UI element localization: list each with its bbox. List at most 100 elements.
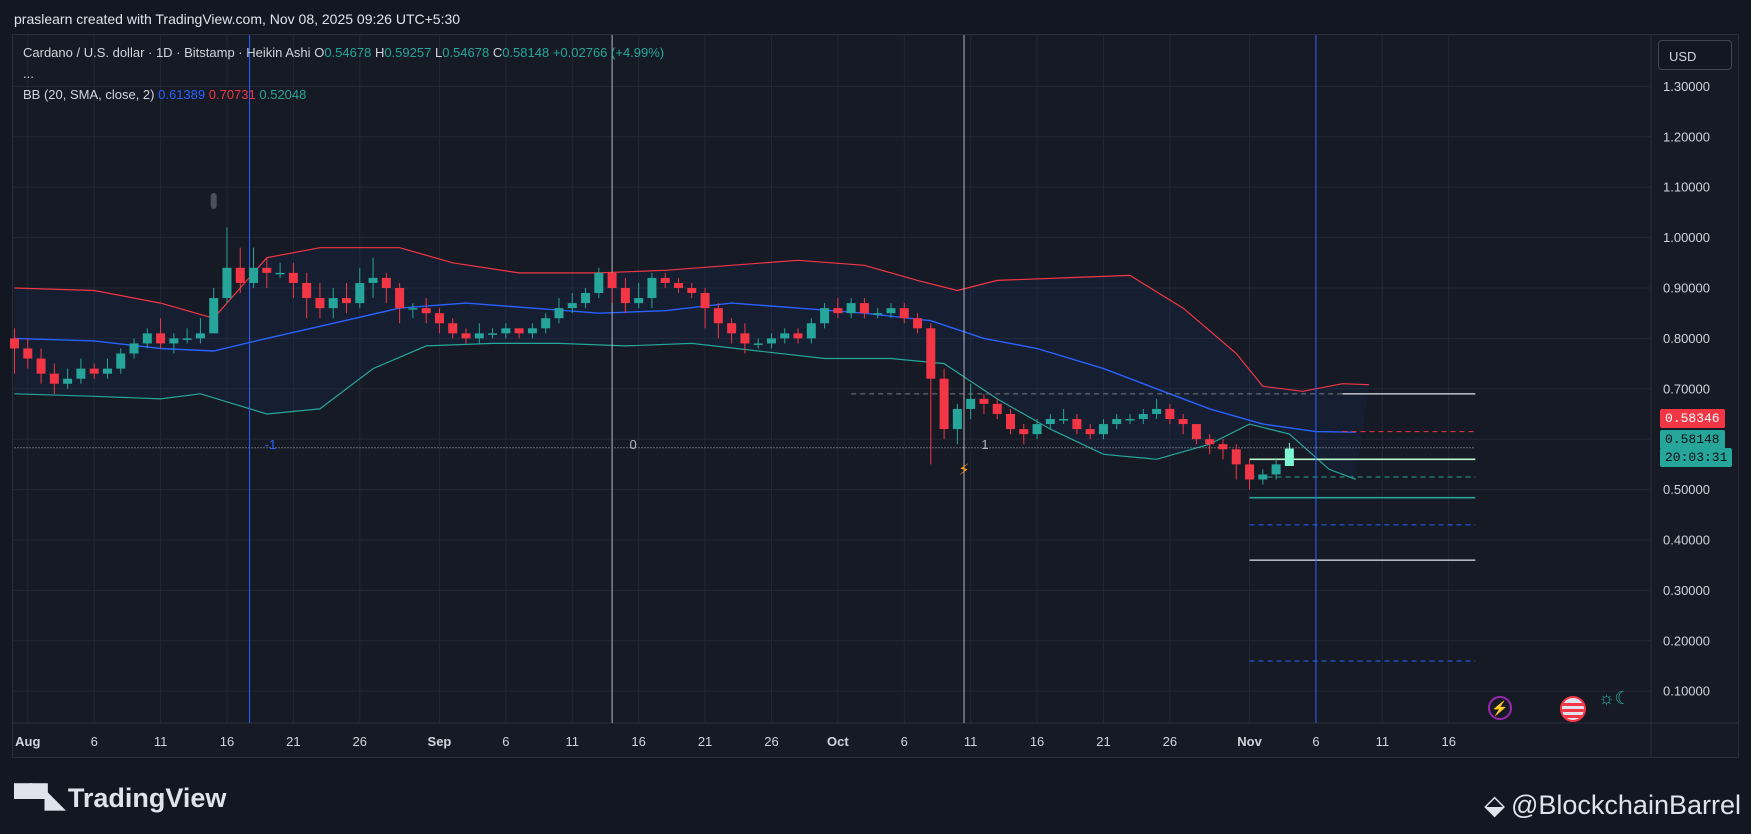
candle-body [1245,464,1255,480]
vertical-marker-label: 1 [981,437,988,452]
candle-body [952,408,962,430]
candle-body [488,333,498,335]
candle-body [634,298,644,304]
bottom-bar [0,758,1751,834]
candle-body [541,318,551,329]
candle-body [1125,419,1135,421]
candle-body [262,267,272,273]
candle-body [647,277,657,299]
candle-body [687,287,697,294]
top-caption-bar: praslearn created with TradingView.com, … [0,0,1751,34]
candle-body [766,338,776,344]
x-tick-label: 21 [286,734,300,749]
candle-body [674,282,683,288]
candle-body [979,398,989,404]
bb-legend[interactable]: BB (20, SMA, close, 2) 0.61389 0.70731 0… [23,87,306,102]
x-tick-label: 6 [1312,734,1319,749]
watermark-text: @BlockchainBarrel [1510,790,1741,820]
candle-body [1098,424,1108,435]
candle-body [275,272,285,275]
candle-body [780,333,790,339]
candle-body [249,267,259,283]
candle-body [76,368,86,379]
event-marker [210,193,217,209]
candle-body [660,277,670,283]
legend-low-label: L [434,45,443,60]
x-tick-label: 11 [1376,734,1390,749]
candle-body [63,378,73,384]
candle-body [1072,419,1082,430]
candle-body [1045,419,1055,425]
candle-body [527,328,537,334]
candle-body [395,287,405,309]
candle-body [368,277,378,283]
candle-body [49,373,59,384]
legend-more-button[interactable]: ... [23,66,34,81]
candle-body [740,333,750,344]
x-tick-label: Oct [827,734,849,749]
candle-body [554,308,564,319]
bb-basis-value: 0.61389 [158,87,206,102]
tradingview-logo[interactable]: ▀▀◣ TradingView [14,783,226,814]
currency-button[interactable]: USD [1658,40,1732,70]
candle-body [36,358,46,374]
x-tick-label: 6 [502,734,509,749]
x-tick-label: 16 [1030,734,1044,749]
price-tag-countdown: 20:03:31 [1660,448,1733,467]
legend-symbol: Cardano / U.S. dollar · 1D · Bitstamp · … [23,45,311,60]
x-tick-label: 26 [1163,734,1177,749]
legend-open-label: O [314,45,325,60]
x-tick-label: 16 [631,734,645,749]
candle-body [873,313,883,315]
candle-body [1085,429,1095,435]
candle-body [156,333,166,344]
x-tick-label: 6 [91,734,98,749]
candle-body [23,348,33,359]
x-tick-label: Sep [428,734,452,749]
y-tick-label: 1.20000 [1663,129,1710,144]
x-tick-label: 21 [698,734,712,749]
candle-body [381,277,391,288]
legend-open-value: 0.54678 [324,45,372,60]
candle-body [899,308,909,319]
us-flag-icon[interactable] [1560,696,1586,722]
candle-body [859,303,869,314]
candle-body [727,323,737,334]
candle-body [1284,448,1294,467]
candle-body [408,308,418,310]
bb-label: BB (20, SMA, close, 2) [23,87,155,102]
legend-close-label: C [492,45,503,60]
price-tag-last: 0.58148 [1660,430,1725,449]
y-tick-label: 0.50000 [1663,482,1710,497]
candle-body [1231,449,1241,465]
y-tick-label: 1.30000 [1663,79,1710,94]
sun-moon-icon[interactable]: ☼☾ [1598,688,1631,708]
candle-body [342,298,351,304]
candle-body [182,338,192,340]
candle-body [713,308,723,324]
bb-upper-line [14,247,1370,392]
y-tick-label: 0.40000 [1663,532,1710,547]
binance-icon: ⬙ [1484,790,1505,820]
watermark: ⬙ @BlockchainBarrel [1484,790,1741,821]
candle-body [1218,444,1228,450]
candle-body [620,287,630,304]
candle-body [833,308,843,314]
candle-body [501,328,511,334]
legend-low-value: 0.54678 [442,45,490,60]
candle-body [102,368,112,374]
candle-body [581,293,591,304]
chart-frame[interactable] [12,34,1739,758]
candle-body [142,333,152,344]
x-tick-label: 26 [764,734,778,749]
x-tick-label: 26 [353,734,367,749]
lightning-icon[interactable]: ⚡ [1488,696,1512,720]
candle-body [1165,408,1175,420]
candle-body [434,313,444,324]
symbol-legend[interactable]: Cardano / U.S. dollar · 1D · Bitstamp · … [23,45,664,60]
tradingview-logo-icon: ▀▀◣ [14,783,65,813]
y-tick-label: 1.00000 [1663,230,1710,245]
legend-high-value: 0.59257 [384,45,432,60]
candle-body [169,338,179,344]
